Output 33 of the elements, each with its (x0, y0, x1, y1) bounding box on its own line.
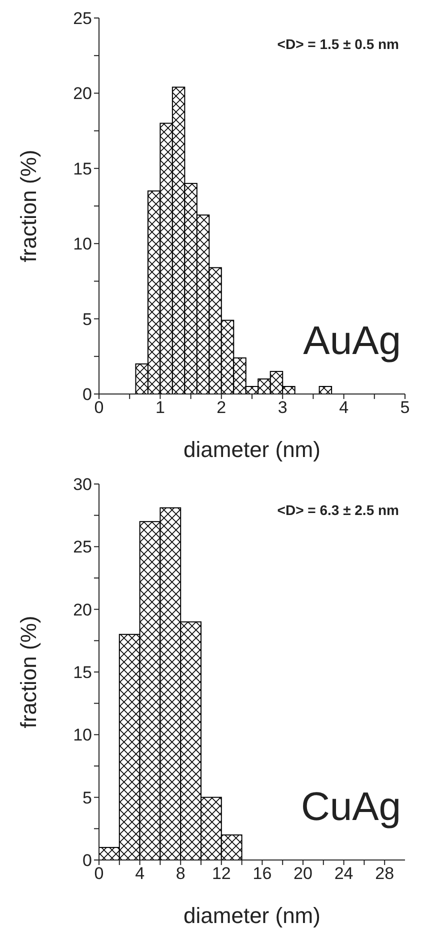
x-tick-label: 1 (155, 398, 165, 418)
y-tick-label: 25 (73, 538, 92, 557)
y-tick-label: 5 (82, 788, 92, 808)
y-tick-label: 5 (82, 310, 92, 329)
x-tick-label: 3 (278, 398, 288, 418)
y-tick-label: 30 (73, 475, 92, 494)
x-tick-label: 24 (334, 864, 354, 884)
y-tick-label: 25 (73, 9, 92, 28)
x-tick-label: 4 (135, 864, 145, 884)
x-tick-label: 2 (216, 398, 226, 418)
y-tick-label: 0 (82, 385, 92, 404)
annotation: CuAg (300, 785, 401, 830)
y-axis-title: fraction (%) (16, 616, 41, 728)
y-tick-label: 10 (73, 234, 92, 254)
x-tick-label: 12 (212, 864, 231, 884)
x-tick-label: 5 (400, 398, 410, 418)
y-tick-label: 15 (73, 159, 92, 178)
x-tick-label: 20 (294, 864, 312, 884)
x-axis-title: diameter (nm) (184, 903, 320, 928)
y-tick-label: 20 (73, 84, 92, 104)
annotation: AuAg (303, 319, 401, 364)
x-tick-label: 16 (252, 864, 272, 884)
y-axis-title: fraction (%) (16, 150, 41, 262)
annotation: <D> = 6.3 ± 2.5 nm (277, 502, 399, 518)
x-axis-title: diameter (nm) (184, 437, 320, 462)
y-tick-label: 15 (73, 663, 92, 682)
x-tick-label: 28 (375, 864, 394, 884)
y-tick-label: 10 (73, 726, 92, 745)
x-tick-label: 4 (339, 398, 349, 418)
y-tick-label: 20 (73, 600, 92, 620)
y-tick-label: 0 (82, 851, 92, 870)
annotation: <D> = 1.5 ± 0.5 nm (277, 36, 399, 52)
x-tick-label: 8 (176, 864, 186, 884)
